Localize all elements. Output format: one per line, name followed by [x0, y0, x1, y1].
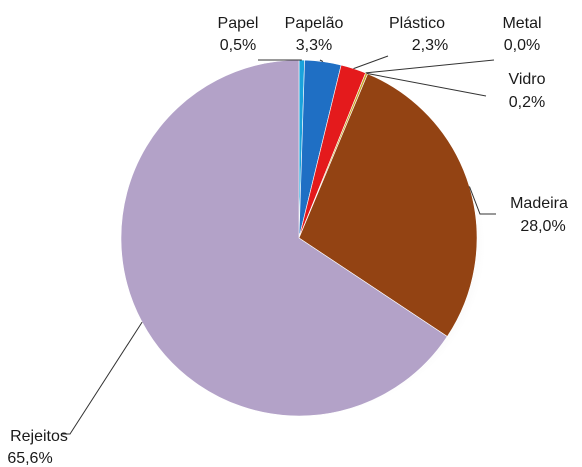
label-rejeitos-name: Rejeitos [10, 428, 68, 445]
label-rejeitos-value: 65,6% [7, 450, 52, 467]
label-metal-value: 0,0% [504, 37, 540, 54]
label-plastico-value: 2,3% [412, 37, 448, 54]
leader-line-papelao [319, 59, 324, 63]
label-papelao-name: Papelão [285, 15, 344, 32]
label-papel-value: 0,5% [220, 37, 256, 54]
pie-slice-rejeitos [120, 59, 448, 417]
label-metal-name: Metal [502, 15, 541, 32]
leader-line-plastico [353, 55, 389, 70]
label-papelao-value: 3,3% [296, 37, 332, 54]
label-madeira-value: 28,0% [520, 218, 565, 235]
leader-line-rejeitos [62, 321, 143, 435]
label-vidro-name: Vidro [508, 71, 545, 88]
leader-line-madeira [468, 186, 496, 215]
label-papel-name: Papel [218, 15, 259, 32]
leader-line-vidro [366, 72, 487, 97]
label-plastico-name: Plástico [389, 15, 445, 32]
leader-line-metal [365, 59, 495, 74]
pie-slice-madeira [298, 73, 478, 337]
label-vidro-value: 0,2% [509, 94, 545, 111]
label-madeira-name: Madeira [510, 195, 568, 212]
